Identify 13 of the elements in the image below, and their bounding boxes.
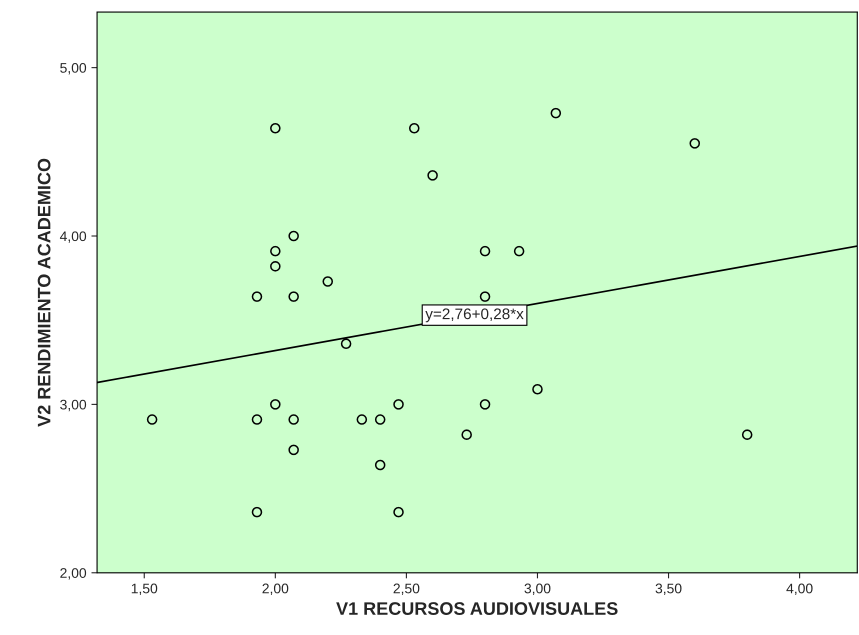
annotation: y=2,76+0,28*x bbox=[425, 308, 524, 322]
x-tick-label: 1,50 bbox=[132, 584, 158, 596]
x-tick-label: 3,00 bbox=[524, 584, 550, 596]
y-tick-label: 2,00 bbox=[60, 568, 86, 580]
y-tick-label: 5,00 bbox=[60, 62, 86, 74]
y-tick-label: 3,00 bbox=[60, 400, 86, 412]
x-tick-label: 3,50 bbox=[656, 584, 682, 596]
x-tick-label: 2,50 bbox=[394, 584, 420, 596]
x-tick-label: 4,00 bbox=[786, 584, 813, 596]
y-tick-label: 4,00 bbox=[60, 231, 86, 243]
y-axis-title: V2 RENDIMIENTO ACADEMICO bbox=[38, 158, 50, 427]
x-axis-title: V1 RECURSOS AUDIOVISUALES bbox=[336, 602, 618, 615]
x-tick-label: 2,00 bbox=[262, 584, 288, 596]
